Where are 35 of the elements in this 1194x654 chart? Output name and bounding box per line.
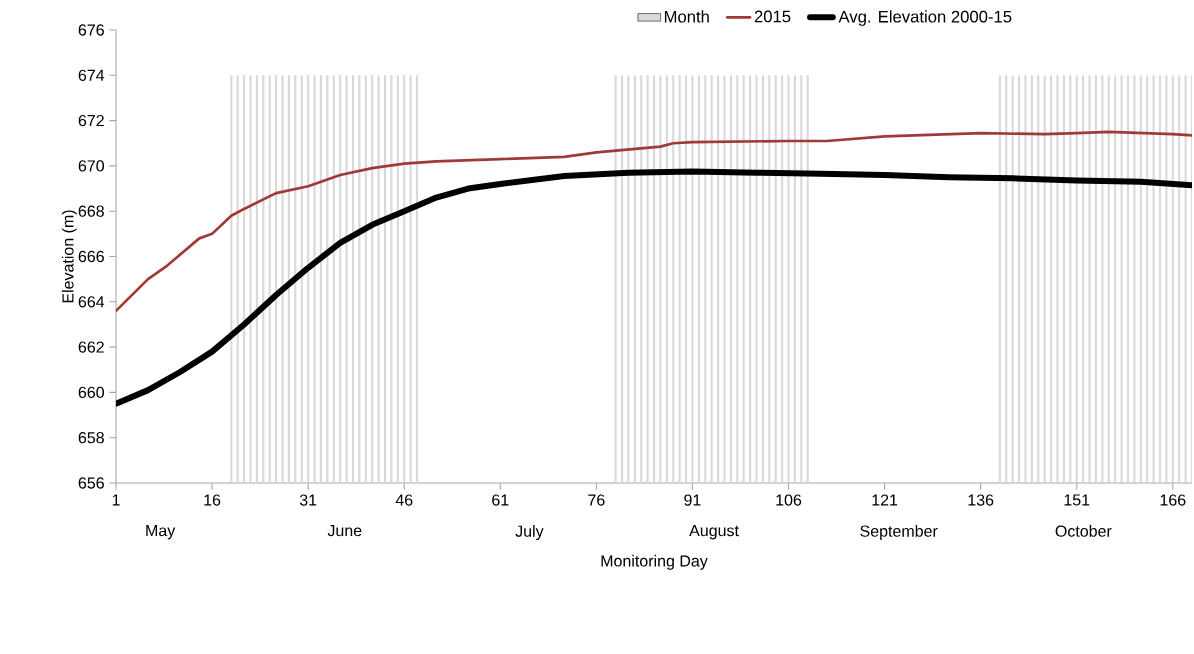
- y-tick-label: 662: [78, 341, 104, 353]
- text: August: [689, 525, 739, 540]
- x-tick-label: 166: [1160, 494, 1186, 506]
- x-tick-label: 136: [968, 494, 994, 506]
- legend-label: 2015: [754, 10, 791, 23]
- y-tick-label: 668: [78, 205, 104, 217]
- y-tick-label: 660: [78, 386, 105, 399]
- legend-label: Month: [664, 10, 709, 23]
- x-tick-label: 91: [684, 494, 701, 506]
- x-tick-label: 76: [588, 494, 605, 506]
- y-tick-label: 656: [78, 477, 104, 489]
- line-series: [116, 130, 1193, 313]
- x-axis-title: Monitoring Day: [601, 554, 708, 570]
- y-tick-label: 674: [78, 69, 105, 81]
- text: October: [1055, 525, 1112, 537]
- text: July: [515, 525, 544, 540]
- x-tick-label: 31: [299, 494, 317, 506]
- x-tick-label: 151: [1064, 494, 1090, 506]
- y-tick-label: 664: [78, 296, 105, 308]
- y-axis-title: Elevation (m): [61, 210, 77, 303]
- y-tick-label: 658: [78, 432, 104, 444]
- y-tick-label: 670: [78, 160, 105, 172]
- text: May: [146, 525, 176, 540]
- legend-label: Avg. Elevation 2000-15: [838, 10, 1012, 26]
- text: June: [327, 525, 362, 537]
- text: September: [860, 525, 938, 540]
- x-tick-label: 121: [872, 494, 898, 506]
- y-tick-label: 672: [78, 114, 104, 127]
- x-tick-label: 46: [395, 494, 413, 506]
- y-tick-label: 666: [78, 250, 104, 263]
- x-tick-label: 61: [492, 494, 509, 506]
- x-tick-label: 1: [112, 494, 120, 506]
- x-tick-label: 106: [776, 494, 802, 506]
- x-tick-label: 16: [204, 494, 221, 506]
- y-tick-label: 676: [78, 24, 104, 36]
